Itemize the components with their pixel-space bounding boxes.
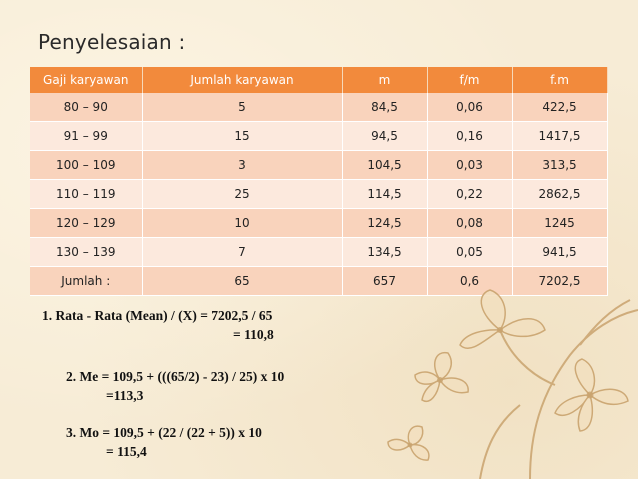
- frequency-table: Gaji karyawan Jumlah karyawan m f/m f.m …: [30, 67, 608, 296]
- cell: 5: [142, 93, 343, 122]
- header-gaji: Gaji karyawan: [30, 67, 143, 93]
- cell: 80 – 90: [30, 93, 143, 122]
- table-row: 120 – 129 10 124,5 0,08 1245: [30, 208, 608, 238]
- cell: 313,5: [512, 150, 608, 180]
- table-row: 130 – 139 7 134,5 0,05 941,5: [30, 237, 608, 267]
- cell: 3: [142, 150, 343, 180]
- cell: 65: [142, 266, 343, 296]
- cell: 2862,5: [512, 179, 608, 209]
- table-row: 100 – 109 3 104,5 0,03 313,5: [30, 150, 608, 180]
- table-row: 80 – 90 5 84,5 0,06 422,5: [30, 93, 608, 122]
- cell: 10: [142, 208, 343, 238]
- cell: 0,05: [427, 237, 513, 267]
- cell: 15: [142, 121, 343, 151]
- cell: 0,03: [427, 150, 513, 180]
- cell: 941,5: [512, 237, 608, 267]
- mode-result: = 115,4: [106, 444, 147, 459]
- cell: 134,5: [342, 237, 428, 267]
- cell: 100 – 109: [30, 150, 143, 180]
- median-formula: 2. Me = 109,5 + (((65/2) - 23) / 25) x 1…: [66, 369, 285, 384]
- header-jumlah: Jumlah karyawan: [142, 67, 343, 93]
- cell: 114,5: [342, 179, 428, 209]
- cell: 124,5: [342, 208, 428, 238]
- flower-decoration-icon: [387, 289, 638, 479]
- header-f-times-m: f.m: [512, 67, 608, 93]
- mean-formula: 1. Rata - Rata (Mean) / (X) = 7202,5 / 6…: [42, 308, 273, 323]
- cell: 0,08: [427, 208, 513, 238]
- table-total-row: Jumlah : 65 657 0,6 7202,5: [30, 266, 608, 296]
- cell: 0,6: [427, 266, 513, 296]
- cell: Jumlah :: [30, 266, 143, 296]
- cell: 0,16: [427, 121, 513, 151]
- cell: 0,06: [427, 93, 513, 122]
- median-result: =113,3: [106, 388, 144, 403]
- cell: 91 – 99: [30, 121, 143, 151]
- cell: 0,22: [427, 179, 513, 209]
- cell: 110 – 119: [30, 179, 143, 209]
- cell: 94,5: [342, 121, 428, 151]
- cell: 104,5: [342, 150, 428, 180]
- mode-formula: 3. Mo = 109,5 + (22 / (22 + 5)) x 10: [66, 425, 262, 440]
- header-m: m: [342, 67, 428, 93]
- cell: 84,5: [342, 93, 428, 122]
- cell: 1417,5: [512, 121, 608, 151]
- table-row: 110 – 119 25 114,5 0,22 2862,5: [30, 179, 608, 209]
- cell: 7202,5: [512, 266, 608, 296]
- cell: 130 – 139: [30, 237, 143, 267]
- cell: 1245: [512, 208, 608, 238]
- mean-result: = 110,8: [233, 327, 274, 342]
- cell: 7: [142, 237, 343, 267]
- table-header-row: Gaji karyawan Jumlah karyawan m f/m f.m: [30, 67, 608, 93]
- cell: 422,5: [512, 93, 608, 122]
- table-row: 91 – 99 15 94,5 0,16 1417,5: [30, 121, 608, 151]
- page-title: Penyelesaian :: [38, 30, 186, 54]
- header-f-per-m: f/m: [427, 67, 513, 93]
- cell: 25: [142, 179, 343, 209]
- cell: 120 – 129: [30, 208, 143, 238]
- cell: 657: [342, 266, 428, 296]
